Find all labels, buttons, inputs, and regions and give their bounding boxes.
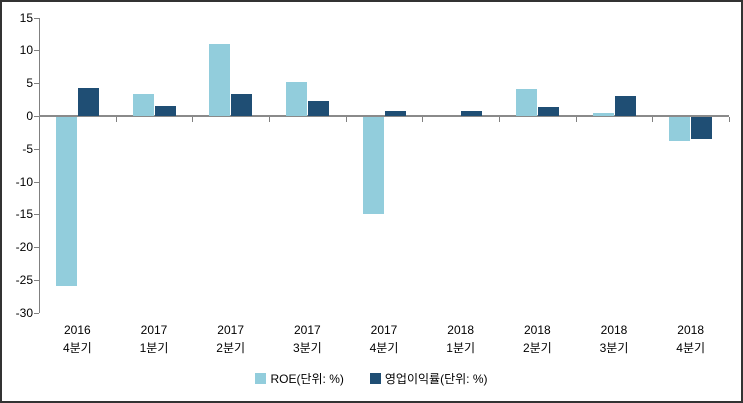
opm-legend-swatch-icon	[369, 373, 381, 384]
x-axis-tick	[729, 117, 730, 122]
opm-legend-label: 영업이익률(단위: %)	[384, 372, 488, 386]
x-axis-tick	[652, 117, 654, 122]
y-axis-tick	[34, 214, 39, 216]
bar-opm-2017-2	[154, 106, 176, 116]
category-label-quarter: 4분기	[62, 341, 92, 355]
y-axis-tick	[34, 148, 39, 150]
y-axis-label: -30	[15, 305, 33, 320]
roe-legend-label: ROE(단위: %)	[270, 372, 344, 386]
category-label-quarter: 1분기	[446, 341, 476, 355]
bar-roe-2018-8	[592, 112, 614, 116]
category-label-quarter: 3분기	[292, 341, 322, 355]
y-axis-label: 10	[19, 43, 33, 58]
y-axis-label: -15	[15, 207, 33, 222]
bar-opm-2017-3	[231, 93, 253, 116]
category-label-quarter: 1분기	[139, 341, 169, 355]
category-label-year: 2018	[600, 323, 628, 337]
y-axis-label: -25	[15, 273, 33, 287]
bar-opm-2018-6	[461, 110, 483, 116]
x-axis-tick	[115, 117, 117, 122]
category-label-quarter: 2분기	[522, 341, 552, 355]
bar-opm-2018-9	[691, 117, 713, 139]
y-axis-tick	[34, 83, 39, 85]
y-axis-tick	[34, 50, 39, 52]
bar-opm-2017-4	[307, 100, 329, 116]
y-axis-label: -20	[15, 240, 33, 255]
category-label-quarter: 3분기	[599, 341, 629, 355]
bar-opm-2017-5	[384, 110, 406, 116]
x-axis-tick	[575, 117, 577, 122]
x-axis-tick	[422, 117, 424, 122]
x-axis-tick	[345, 117, 347, 122]
x-axis-line	[39, 115, 729, 117]
category-label-year: 2016	[63, 323, 91, 337]
x-axis-tick	[192, 117, 194, 122]
bar-roe-2017-5	[362, 117, 384, 215]
bar-roe-2017-4	[285, 81, 307, 116]
category-label-quarter: 4분기	[369, 341, 399, 355]
y-axis-label: 0	[26, 109, 33, 123]
bar-roe-2017-2	[132, 93, 154, 116]
category-label-year: 2018	[523, 323, 551, 337]
y-axis-label: 15	[19, 10, 33, 25]
bar-opm-2018-8	[614, 96, 636, 116]
legend-item-opm: 영업이익률(단위: %)	[369, 370, 488, 387]
y-axis-tick	[34, 181, 39, 183]
bar-opm-2018-7	[537, 106, 559, 116]
bar-roe-2018-9	[669, 117, 691, 142]
bar-opm-2016-1	[77, 87, 99, 116]
category-label-year: 2017	[140, 323, 168, 337]
y-axis-line	[39, 17, 40, 313]
x-axis-tick	[269, 117, 270, 122]
bar-roe-2017-3	[209, 43, 231, 116]
legend: ROE(단위: %) 영업이익률(단위: %)	[2, 370, 741, 387]
category-label-year: 2017	[293, 323, 321, 337]
roe-legend-swatch-icon	[255, 373, 267, 384]
y-axis-label: 5	[26, 76, 33, 91]
x-axis-tick	[499, 117, 500, 122]
category-label-year: 2018	[447, 323, 474, 337]
category-label-year: 2017	[370, 323, 398, 337]
y-axis-label: -10	[15, 174, 33, 189]
y-axis-label: -5	[22, 141, 33, 156]
bar-roe-2016-1	[55, 117, 77, 286]
y-axis-tick	[34, 17, 39, 19]
y-axis-tick	[34, 312, 39, 314]
category-label-year: 2018	[677, 323, 704, 337]
category-label-quarter: 4분기	[676, 341, 706, 355]
category-label-quarter: 2분기	[216, 341, 246, 355]
y-axis-tick	[34, 116, 39, 117]
category-label-year: 2017	[217, 323, 244, 337]
y-axis-tick	[34, 280, 39, 281]
legend-item-roe: ROE(단위: %)	[255, 370, 344, 387]
y-axis-tick	[34, 247, 39, 249]
bar-roe-2018-7	[515, 89, 537, 116]
